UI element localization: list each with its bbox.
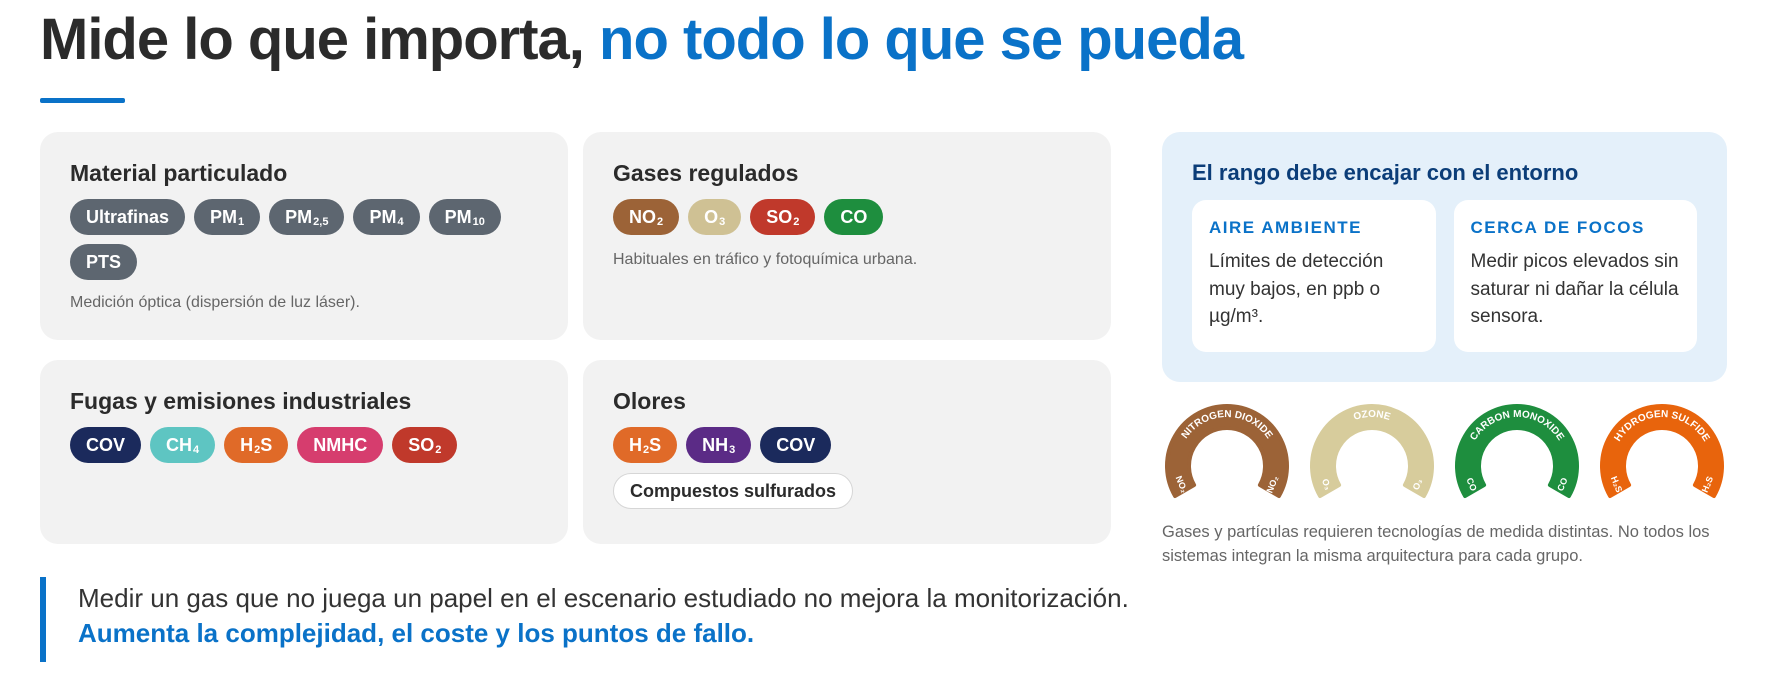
chip-pm25: PM 2,5	[269, 199, 345, 235]
range-panel-title: El rango debe encajar con el entorno	[1192, 160, 1579, 185]
particulate-chips: Ultrafinas PM 1 PM 2,5 PM 4 PM 10 PTS	[70, 199, 538, 280]
chip-no2: NO 2	[613, 199, 680, 235]
chip-nmhc: NMHC	[297, 427, 384, 463]
particulate-note: Medición óptica (dispersión de luz láser…	[70, 294, 360, 311]
card-regulated-title: Gases regulados	[613, 160, 799, 186]
chip-co: CO	[824, 199, 884, 235]
chip-so2: SO 2	[750, 199, 816, 235]
card-odors-title: Olores	[613, 388, 686, 414]
card-industrial: Fugas y emisiones industriales COV CH 4 H 2 S…	[40, 360, 568, 544]
sensor-gauges: NITROGEN DIOXIDE NO₂ NO₂ OZONE O₃ O₃ CARBON …	[1162, 404, 1727, 524]
chip-pts: PTS	[70, 244, 138, 280]
gauge-arc	[1165, 404, 1289, 498]
title-underline	[40, 98, 125, 103]
quote-line-2: Aumenta la complejidad, el coste y los p…	[78, 618, 755, 648]
chip-cov: COV	[760, 427, 832, 463]
gauge-symbol-left: CO	[1464, 476, 1478, 492]
gauge-arc	[1455, 404, 1579, 498]
quote-line-1: Medir un gas que no juega un papel en el…	[78, 583, 1129, 613]
page-title: Mide lo que importa, no todo lo que se p…	[40, 6, 1244, 73]
regulated-chips: NO 2 O 3 SO 2 CO	[613, 199, 1081, 235]
chip-pm10: PM 10	[428, 199, 501, 235]
industrial-chips: COV CH 4 H 2 S NMHC SO 2	[70, 427, 538, 463]
gauge-arc	[1310, 404, 1434, 498]
gauge-symbol-right: CO	[1555, 476, 1569, 492]
gauge-name: OZONE	[1352, 409, 1392, 423]
range-panel: El rango debe encajar con el entorno AIR…	[1162, 132, 1727, 382]
range-sources: CERCA DE FOCOS Medir picos elevados sin …	[1453, 200, 1697, 352]
regulated-note: Habituales en tráfico y fotoquímica urba…	[613, 251, 918, 268]
range-ambient-text: Límites de detección muy bajos, en ppb o…	[1209, 251, 1384, 328]
quote-callout: Medir un gas que no juega un papel en el…	[40, 577, 1140, 662]
title-accent: no todo lo que se pueda	[599, 7, 1244, 72]
gauge-arc	[1600, 404, 1724, 498]
odors-chips: H 2 S NH 3 COV	[613, 427, 1081, 463]
gauge-symbol-right: O₃	[1411, 477, 1424, 491]
range-ambient: AIRE AMBIENTE Límites de detección muy b…	[1192, 200, 1436, 352]
gauges-caption: Gases y partículas requieren tecnologías…	[1162, 523, 1710, 565]
chip-ultrafinas: Ultrafinas	[70, 199, 186, 235]
range-sources-text: Medir picos elevados sin saturar ni daña…	[1470, 251, 1679, 328]
title-main: Mide lo que importa,	[40, 7, 585, 72]
card-industrial-title: Fugas y emisiones industriales	[70, 388, 412, 414]
chip-pm1: PM 1	[194, 199, 261, 235]
chip-compuestos-sulfurados: Compuestos sulfurados	[613, 473, 854, 509]
card-particulate-title: Material particulado	[70, 160, 288, 186]
card-regulated: Gases regulados NO 2 O 3 SO 2 CO Habituales en…	[583, 132, 1111, 340]
chip-ch4: CH 4	[150, 427, 216, 463]
gauge-o3: OZONE O₃ O₃	[1310, 404, 1434, 498]
gauge-symbol-left: O₃	[1320, 477, 1333, 491]
card-particulate: Material particulado Ultrafinas PM 1 PM 2,5 P…	[40, 132, 568, 340]
chip-nh3: NH 3	[686, 427, 752, 463]
range-ambient-heading: AIRE AMBIENTE	[1209, 218, 1362, 237]
chip-pm4: PM 4	[353, 199, 420, 235]
card-odors: Olores H 2 S NH 3 COV Compuestos sulfurados	[583, 360, 1111, 544]
chip-so2: SO 2	[392, 427, 458, 463]
chip-cov: COV	[70, 427, 142, 463]
range-sources-heading: CERCA DE FOCOS	[1470, 218, 1645, 237]
